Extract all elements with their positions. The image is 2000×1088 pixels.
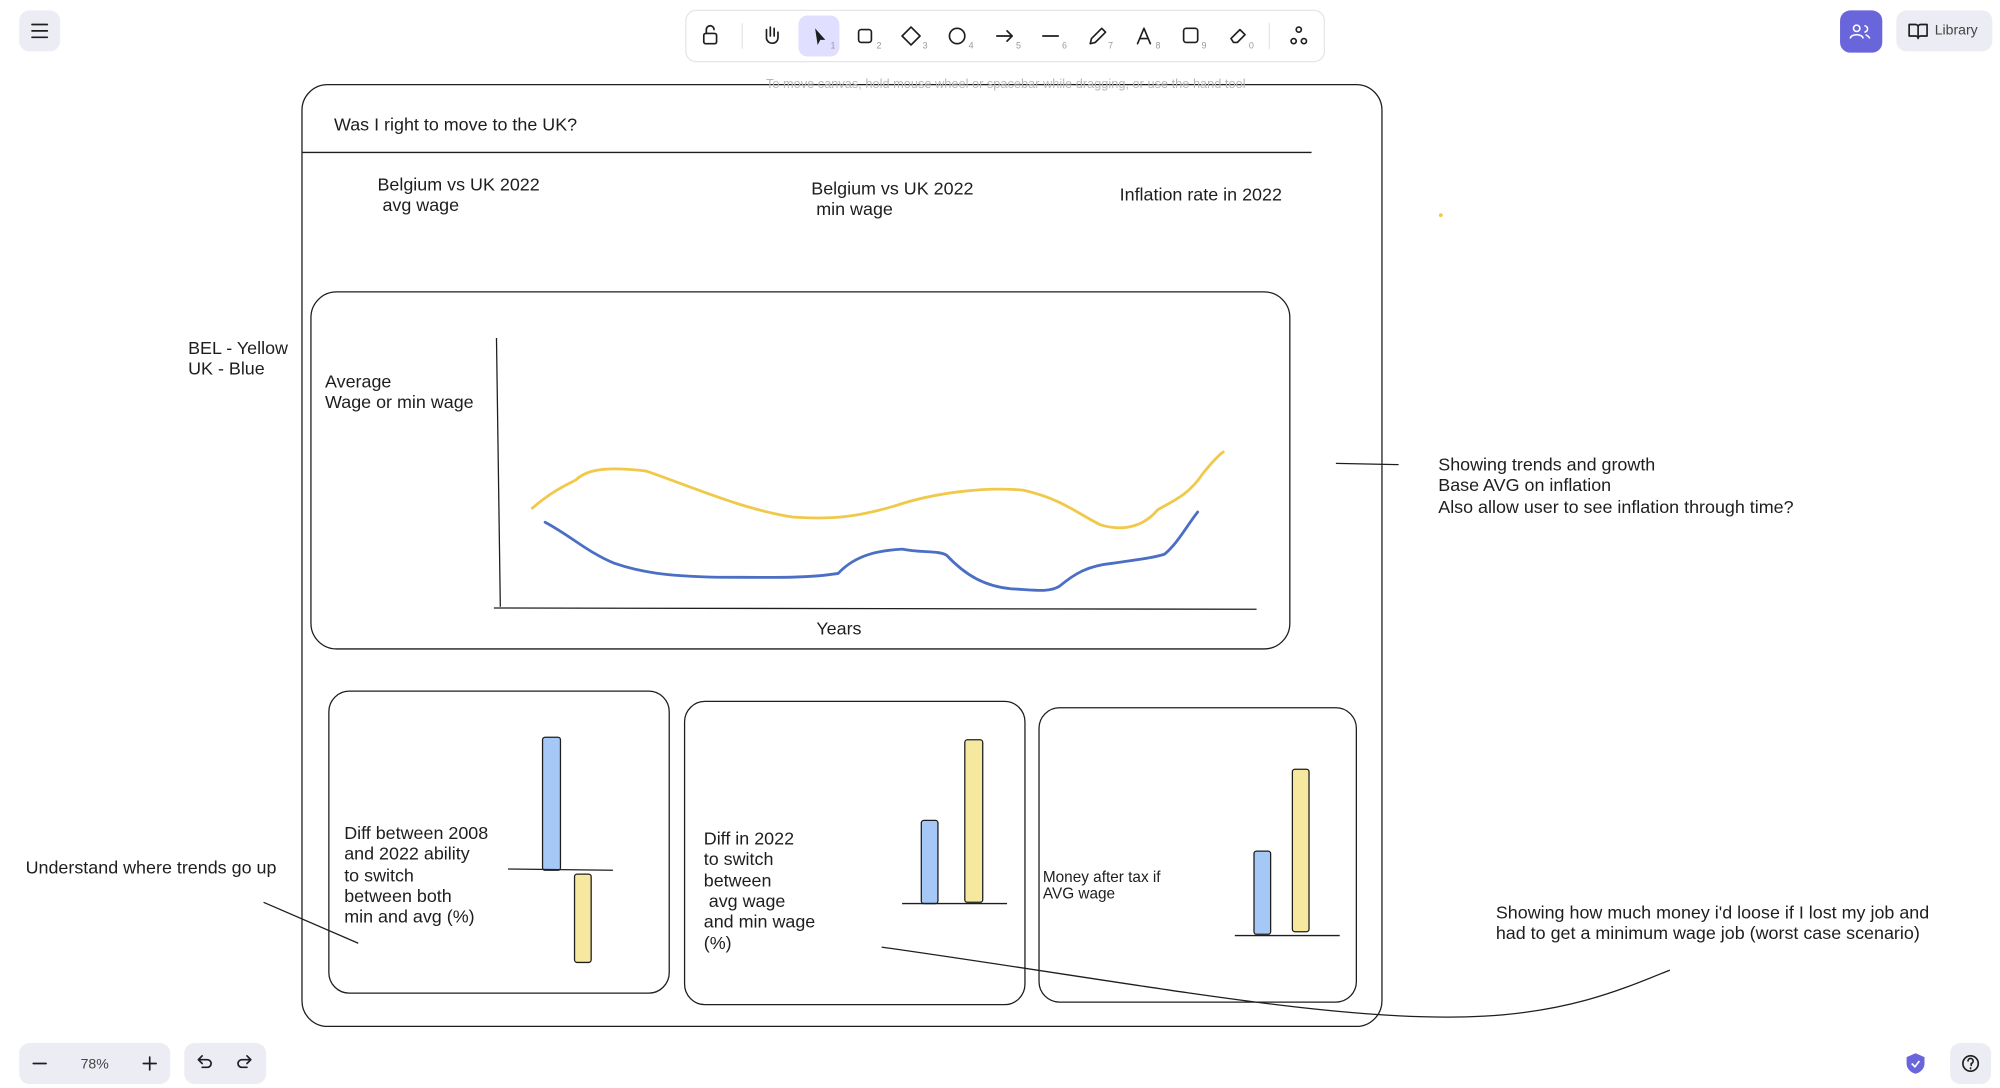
shortcut: 9	[1202, 41, 1207, 51]
note: Also allow user to see inflation through…	[1438, 497, 1793, 517]
library-label: Library	[1935, 22, 1978, 38]
shield-icon[interactable]	[1906, 1053, 1925, 1074]
panel-text: min and avg (%)	[344, 906, 474, 926]
heading: min wage	[811, 199, 893, 219]
panel-text: AVG wage	[1043, 886, 1115, 903]
ellipse-tool[interactable]	[948, 27, 966, 45]
tool-icons	[702, 23, 1308, 49]
shortcut: 6	[1062, 41, 1067, 51]
panel-text: and 2022 ability	[344, 844, 469, 864]
panel-text: and min wage	[704, 911, 816, 931]
select-tool[interactable]	[815, 28, 826, 45]
connector	[263, 901, 359, 944]
diamond-tool[interactable]	[901, 26, 921, 46]
zoom-in[interactable]	[142, 1056, 157, 1071]
heading: Belgium vs UK 2022	[811, 178, 973, 198]
panel-text: to switch	[344, 865, 414, 885]
zoom-controls	[19, 1043, 171, 1084]
collab-button[interactable]	[1840, 10, 1883, 53]
heading: Inflation rate in 2022	[1120, 185, 1282, 205]
note: Showing how much money i'd loose if I lo…	[1496, 903, 1929, 923]
shortcut: 0	[1249, 41, 1254, 51]
baseline	[507, 868, 613, 871]
heading: avg wage	[377, 195, 459, 215]
legend: BEL - Yellow	[188, 338, 288, 358]
library-icon	[1908, 23, 1928, 40]
menu-icon	[31, 23, 49, 39]
chart-box	[310, 291, 1291, 650]
collab-icon	[1849, 24, 1871, 39]
panel-text: between both	[344, 886, 452, 906]
panel-text: between	[704, 871, 772, 891]
title: Was I right to move to the UK?	[334, 114, 577, 134]
panel-text: (%)	[704, 933, 732, 953]
panel-text: Money after tax if	[1043, 869, 1161, 886]
blue-line	[543, 510, 1200, 592]
bar-sketch	[1291, 768, 1310, 933]
x-axis	[493, 607, 1257, 610]
note: Showing trends and growth	[1438, 455, 1655, 475]
note: Base AVG on inflation	[1438, 475, 1611, 495]
lock-tool[interactable]	[702, 32, 718, 45]
panel-text: Diff between 2008	[344, 823, 488, 843]
panel-text: to switch	[704, 849, 774, 869]
bar-sketch	[573, 873, 592, 964]
redo[interactable]	[237, 1055, 252, 1069]
y-axis	[495, 337, 501, 607]
legend: UK - Blue	[188, 359, 265, 379]
panel	[328, 690, 670, 994]
heading: Belgium vs UK 2022	[377, 174, 539, 194]
y-axis-label: Average	[325, 372, 391, 392]
text-tool[interactable]	[1136, 27, 1152, 45]
panel-text: Diff in 2022	[704, 828, 794, 848]
connector	[881, 946, 1671, 1018]
hint: To move canvas, hold mouse wheel or spac…	[766, 76, 1246, 91]
panel	[683, 700, 1026, 1006]
help-icon	[1962, 1055, 1980, 1073]
help-mark	[1967, 1057, 1974, 1070]
image-tool[interactable]	[1182, 27, 1199, 44]
shortcut: 8	[1155, 41, 1160, 51]
shortcut: 4	[969, 41, 974, 51]
note: Understand where trends go up	[26, 858, 277, 878]
connector	[1335, 462, 1399, 466]
x-axis-label: Years	[816, 618, 861, 638]
bar-sketch	[920, 819, 939, 905]
rectangle-tool[interactable]	[857, 28, 873, 44]
history-controls	[184, 1043, 267, 1084]
panel	[1038, 707, 1358, 1003]
dot	[1438, 213, 1443, 218]
shortcut: 7	[1108, 41, 1113, 51]
bar-sketch	[1253, 850, 1272, 935]
pencil-tool[interactable]	[1089, 27, 1107, 45]
undo[interactable]	[197, 1055, 212, 1069]
zoom-level[interactable]: 78%	[81, 1056, 109, 1072]
yellow-line	[530, 450, 1225, 530]
shield-check	[1911, 1060, 1921, 1068]
y-axis-label: Wage or min wage	[325, 392, 474, 412]
shortcut: 3	[923, 41, 928, 51]
frame	[301, 83, 1383, 1028]
library-button[interactable]	[1896, 10, 1993, 52]
panel-text: avg wage	[704, 891, 786, 911]
note: had to get a minimum wage job (worst cas…	[1496, 923, 1920, 943]
shortcut: 1	[830, 41, 835, 51]
lock-shackle	[705, 24, 715, 35]
bar-sketch	[964, 739, 984, 903]
shortcut: 5	[1016, 41, 1021, 51]
bar-sketch	[541, 736, 562, 871]
more-tools[interactable]	[1290, 26, 1308, 45]
shortcut: 2	[877, 41, 882, 51]
eraser-tool[interactable]	[1230, 28, 1246, 44]
hand-tool[interactable]	[765, 26, 779, 45]
arrow-tool[interactable]	[995, 30, 1013, 42]
